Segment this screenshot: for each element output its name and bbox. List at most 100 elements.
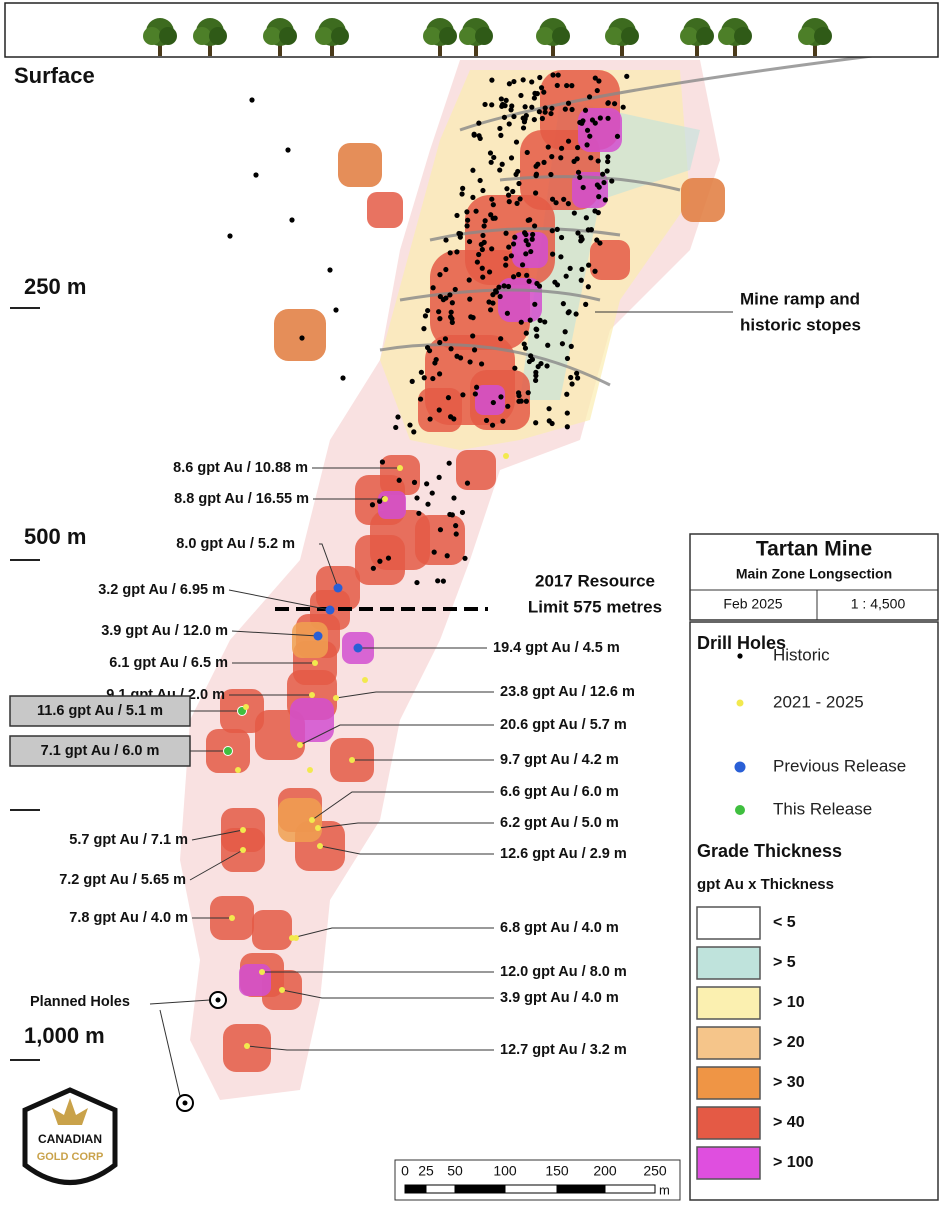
historic-hole <box>609 178 614 183</box>
historic-hole <box>575 375 580 380</box>
historic-hole <box>498 336 503 341</box>
grade-block <box>290 698 334 742</box>
historic-hole <box>407 422 412 427</box>
historic-hole <box>600 172 605 177</box>
historic-hole <box>511 241 516 246</box>
grade-block <box>475 385 505 415</box>
historic-hole <box>473 391 478 396</box>
grade-block <box>252 910 292 950</box>
historic-hole <box>566 139 571 144</box>
historic-hole <box>437 475 442 480</box>
grade-block <box>239 964 271 996</box>
historic-hole <box>533 327 538 332</box>
historic-hole <box>597 185 602 190</box>
historic-hole <box>561 197 566 202</box>
historic-hole <box>558 254 563 259</box>
historic-hole <box>476 121 481 126</box>
historic-hole <box>476 133 481 138</box>
historic-hole <box>450 512 455 517</box>
historic-hole <box>532 223 537 228</box>
historic-hole <box>454 213 459 218</box>
historic-hole <box>548 111 553 116</box>
historic-hole <box>480 266 485 271</box>
historic-hole <box>498 133 503 138</box>
historic-hole <box>491 400 496 405</box>
historic-hole <box>583 108 588 113</box>
historic-hole <box>460 392 465 397</box>
historic-hole <box>530 237 535 242</box>
historic-hole <box>533 373 538 378</box>
historic-hole <box>472 347 477 352</box>
historic-hole <box>588 155 593 160</box>
historic-hole <box>443 336 448 341</box>
historic-hole <box>534 334 539 339</box>
historic-hole <box>467 277 472 282</box>
legend-label: > 20 <box>773 1034 805 1051</box>
historic-hole <box>553 200 558 205</box>
legend-swatch <box>697 1147 760 1179</box>
historic-hole <box>596 78 601 83</box>
historic-hole <box>563 329 568 334</box>
drill-hole <box>244 1043 250 1049</box>
historic-hole <box>437 272 442 277</box>
historic-hole <box>480 275 485 280</box>
historic-hole <box>521 125 526 130</box>
historic-hole <box>476 252 481 257</box>
tree-crown <box>459 27 477 45</box>
drill-hole <box>362 677 368 683</box>
historic-hole <box>597 240 602 245</box>
tree-crown <box>263 27 281 45</box>
historic-hole <box>522 341 527 346</box>
historic-hole <box>512 235 517 240</box>
intercept-label: 7.1 gpt Au / 6.0 m <box>41 743 160 759</box>
historic-hole <box>533 190 538 195</box>
historic-hole <box>289 217 294 222</box>
historic-hole <box>572 210 577 215</box>
intercept-label: 8.8 gpt Au / 16.55 m <box>174 491 309 507</box>
planned-hole-center <box>183 1101 188 1106</box>
historic-hole <box>431 285 436 290</box>
historic-hole <box>624 74 629 79</box>
surface-label: Surface <box>14 63 95 88</box>
historic-hole <box>584 142 589 147</box>
historic-hole <box>423 313 428 318</box>
historic-hole <box>465 218 470 223</box>
historic-hole <box>509 155 514 160</box>
tree-crown <box>696 27 714 45</box>
historic-hole <box>561 301 566 306</box>
grade-block <box>278 798 322 842</box>
historic-hole <box>605 116 610 121</box>
drill-hole <box>224 747 233 756</box>
historic-hole <box>459 191 464 196</box>
historic-hole <box>516 272 521 277</box>
historic-hole <box>503 256 508 261</box>
historic-hole <box>569 344 574 349</box>
historic-hole <box>448 414 453 419</box>
legend-swatch <box>697 907 760 939</box>
historic-hole <box>380 459 385 464</box>
historic-hole <box>454 249 459 254</box>
intercept-label: 3.9 gpt Au / 4.0 m <box>500 990 619 1006</box>
drill-hole <box>503 453 509 459</box>
historic-hole <box>421 326 426 331</box>
historic-hole <box>473 209 478 214</box>
intercept-label: 6.2 gpt Au / 5.0 m <box>500 815 619 831</box>
grade-block <box>415 515 465 565</box>
tree-crown <box>331 27 349 45</box>
historic-hole <box>467 359 472 364</box>
intercept-label: 5.7 gpt Au / 7.1 m <box>69 832 188 848</box>
drill-hole <box>315 825 321 831</box>
historic-hole <box>569 107 574 112</box>
historic-hole <box>544 363 549 368</box>
tree-crown <box>680 27 698 45</box>
historic-hole <box>586 284 591 289</box>
intercept-label: 6.1 gpt Au / 6.5 m <box>109 655 228 671</box>
historic-hole <box>419 370 424 375</box>
historic-hole <box>534 172 539 177</box>
intercept-label: 6.8 gpt Au / 4.0 m <box>500 920 619 936</box>
historic-hole <box>491 155 496 160</box>
historic-hole <box>549 106 554 111</box>
historic-hole <box>454 531 459 536</box>
historic-hole <box>441 579 446 584</box>
intercept-label: 19.4 gpt Au / 4.5 m <box>493 640 620 656</box>
